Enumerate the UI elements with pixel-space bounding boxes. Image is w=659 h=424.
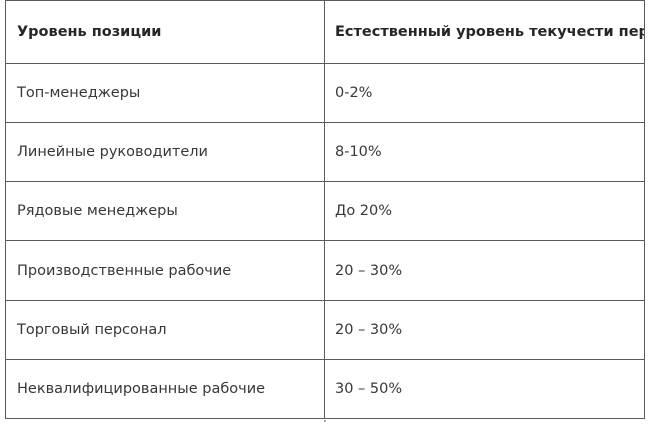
position-level-cell: Рядовые менеджеры [5, 181, 325, 242]
turnover-rate-cell: 0-2% [324, 62, 645, 124]
turnover-rate-cell: 30 – 50% [324, 358, 645, 420]
decorative-dot [324, 420, 326, 422]
table-row: Торговый персонал 20 – 30% [5, 299, 645, 360]
table-row: Топ-менеджеры 0-2% [5, 62, 645, 124]
turnover-table: Уровень позиции Естественный уровень тек… [5, 0, 645, 420]
position-level-cell: Производственные рабочие [5, 240, 325, 301]
position-level-cell: Торговый персонал [5, 299, 325, 360]
turnover-rate-cell: До 20% [324, 181, 645, 242]
turnover-rate-cell: 20 – 30% [324, 240, 645, 301]
turnover-rate-cell: 20 – 30% [324, 299, 645, 360]
position-level-cell: Неквалифицированные рабочие [5, 358, 325, 420]
table-row: Неквалифицированные рабочие 30 – 50% [5, 358, 645, 420]
table-row: Линейные руководители 8-10% [5, 122, 645, 183]
table-row: Производственные рабочие 20 – 30% [5, 240, 645, 301]
table-header-row: Уровень позиции Естественный уровень тек… [5, 0, 645, 64]
header-position-level: Уровень позиции [5, 0, 325, 64]
position-level-cell: Линейные руководители [5, 122, 325, 183]
table-row: Рядовые менеджеры До 20% [5, 181, 645, 242]
turnover-rate-cell: 8-10% [324, 122, 645, 183]
position-level-cell: Топ-менеджеры [5, 62, 325, 124]
header-turnover-rate: Естественный уровень текучести персонала [324, 0, 645, 64]
